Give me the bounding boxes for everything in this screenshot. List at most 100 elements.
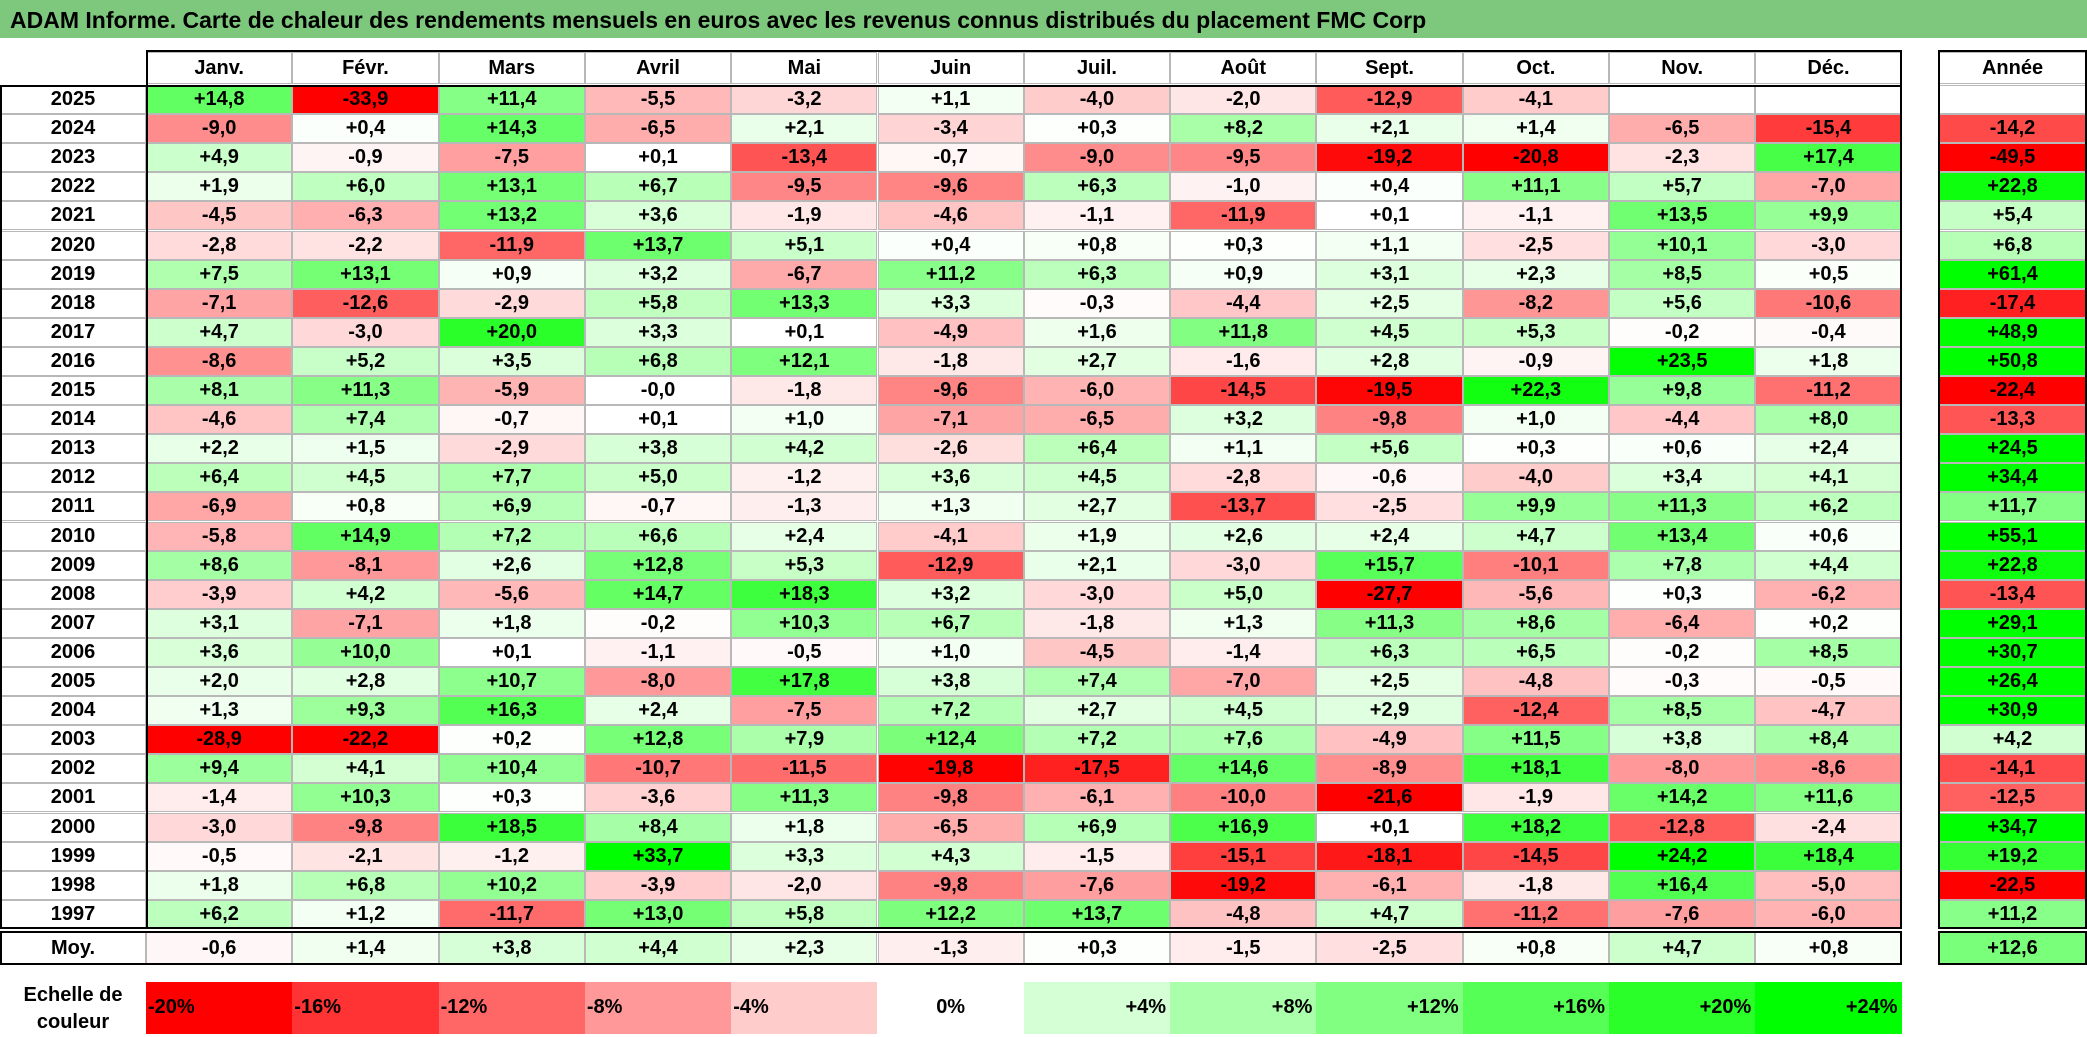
heatmap-cell: -4,5: [1023, 637, 1171, 667]
heatmap-cell: -0,5: [146, 841, 293, 871]
heatmap-cell: -2,4: [1755, 812, 1902, 842]
heatmap-cell: +14,9: [292, 521, 439, 551]
heatmap-cell: +16,3: [438, 696, 585, 726]
heatmap-cell: -1,4: [1170, 637, 1317, 667]
heatmap-cell: -6,5: [584, 114, 732, 144]
heatmap-cell: -4,8: [1462, 667, 1609, 697]
heatmap-cell: -1,3: [731, 492, 878, 522]
heatmap-cell: +4,3: [877, 841, 1024, 871]
heatmap-cell: +7,8: [1609, 550, 1756, 580]
heatmap-cell: -13,7: [1170, 492, 1317, 522]
heatmap-cell: -15,4: [1755, 114, 1902, 144]
heatmap-cell: +14,6: [1170, 754, 1317, 784]
heatmap-cell: -0,7: [584, 492, 732, 522]
heatmap-cell: -0,3: [1609, 667, 1756, 697]
heatmap-cell: +11,3: [1316, 608, 1463, 638]
heatmap-cell: -6,5: [1609, 114, 1756, 144]
heatmap-cell: -9,8: [877, 870, 1024, 900]
scale-step: 0%: [877, 982, 1024, 1034]
heatmap-cell: +3,2: [1170, 405, 1317, 435]
heatmap-cell: +5,6: [1609, 288, 1756, 318]
heatmap-cell: -33,9: [292, 85, 439, 115]
heatmap-cell: -11,7: [438, 899, 585, 929]
heatmap-cell: +2,4: [1755, 434, 1902, 464]
heatmap-cell: +14,8: [146, 85, 293, 115]
annual-cell: -22,4: [1938, 376, 2087, 406]
heatmap-cell: -2,8: [146, 230, 293, 260]
heatmap-cell: +0,9: [1170, 259, 1317, 289]
annual-cell: -13,3: [1938, 405, 2087, 435]
average-cell: +0,3: [1023, 930, 1171, 965]
row-year-label: 2002: [0, 754, 146, 784]
annual-cell: -14,1: [1938, 754, 2087, 784]
heatmap-cell: -6,2: [1755, 579, 1902, 609]
annual-cell: -14,2: [1938, 114, 2087, 144]
heatmap-cell: +1,8: [731, 812, 878, 842]
heatmap-cell: +0,3: [1023, 114, 1171, 144]
heatmap-cell: -6,3: [292, 201, 439, 231]
scale-step: -8%: [584, 982, 732, 1034]
heatmap-cell: +1,1: [1170, 434, 1317, 464]
heatmap-cell: -17,5: [1023, 754, 1171, 784]
heatmap-cell: +13,7: [1023, 899, 1171, 929]
annual-cell: +26,4: [1938, 667, 2087, 697]
annual-cell: +5,4: [1938, 201, 2087, 231]
heatmap-cell: -19,2: [1170, 870, 1317, 900]
annual-cell: +11,2: [1938, 899, 2087, 929]
heatmap-cell: +0,8: [292, 492, 439, 522]
heatmap-cell: -19,8: [877, 754, 1024, 784]
scale-step: +12%: [1316, 982, 1463, 1034]
heatmap-cell: -8,0: [1609, 754, 1756, 784]
heatmap-cell: -5,9: [438, 376, 585, 406]
heatmap-cell: -0,9: [1462, 346, 1609, 376]
heatmap-cell: +6,3: [1023, 172, 1171, 202]
heatmap-cell: +8,2: [1170, 114, 1317, 144]
scale-step: +16%: [1462, 982, 1609, 1034]
annual-cell: +19,2: [1938, 841, 2087, 871]
average-annual-cell: +12,6: [1938, 930, 2087, 965]
month-header: Mai: [731, 52, 878, 84]
heatmap-cell: -4,4: [1170, 288, 1317, 318]
heatmap-cell: +1,8: [438, 608, 585, 638]
heatmap-cell: +12,4: [877, 725, 1024, 755]
heatmap-cell: +3,3: [731, 841, 878, 871]
scale-step: -12%: [438, 982, 585, 1034]
heatmap-cell: -15,1: [1170, 841, 1317, 871]
heatmap-cell: +18,1: [1462, 754, 1609, 784]
heatmap-cell: -6,9: [146, 492, 293, 522]
heatmap-cell: +4,5: [292, 463, 439, 493]
heatmap-cell: +3,4: [1609, 463, 1756, 493]
heatmap-cell: +9,9: [1755, 201, 1902, 231]
annual-cell: +11,7: [1938, 492, 2087, 522]
heatmap-cell: -2,3: [1609, 143, 1756, 173]
heatmap-cell: +4,1: [1755, 463, 1902, 493]
average-cell: +4,4: [584, 930, 732, 965]
average-cell: -2,5: [1316, 930, 1463, 965]
heatmap-cell: +9,9: [1462, 492, 1609, 522]
heatmap-cell: +2,6: [438, 550, 585, 580]
heatmap-cell: +12,8: [584, 725, 732, 755]
row-year-label: 2000: [0, 812, 146, 842]
heatmap-cell: +11,6: [1755, 783, 1902, 813]
heatmap-cell: +1,8: [1755, 346, 1902, 376]
heatmap-cell: +2,2: [146, 434, 293, 464]
heatmap-cell: +4,7: [1316, 899, 1463, 929]
annual-cell: +48,9: [1938, 317, 2087, 347]
heatmap-cell: -21,6: [1316, 783, 1463, 813]
heatmap-cell: -1,4: [146, 783, 293, 813]
annual-cell: +34,7: [1938, 812, 2087, 842]
heatmap-cell: +6,4: [1023, 434, 1171, 464]
heatmap-cell: +8,6: [1462, 608, 1609, 638]
annual-cell: -22,5: [1938, 870, 2087, 900]
heatmap-cell: +18,5: [438, 812, 585, 842]
month-header: Juil.: [1023, 52, 1171, 84]
heatmap-cell: +2,0: [146, 667, 293, 697]
row-year-label: 2022: [0, 172, 146, 202]
annual-cell: +4,2: [1938, 725, 2087, 755]
heatmap-cell: -4,1: [877, 521, 1024, 551]
heatmap-cell: +5,0: [1170, 579, 1317, 609]
heatmap-cell: -11,9: [1170, 201, 1317, 231]
heatmap-cell: +1,4: [1462, 114, 1609, 144]
heatmap-cell: +0,4: [292, 114, 439, 144]
heatmap-cell: -0,3: [1023, 288, 1171, 318]
